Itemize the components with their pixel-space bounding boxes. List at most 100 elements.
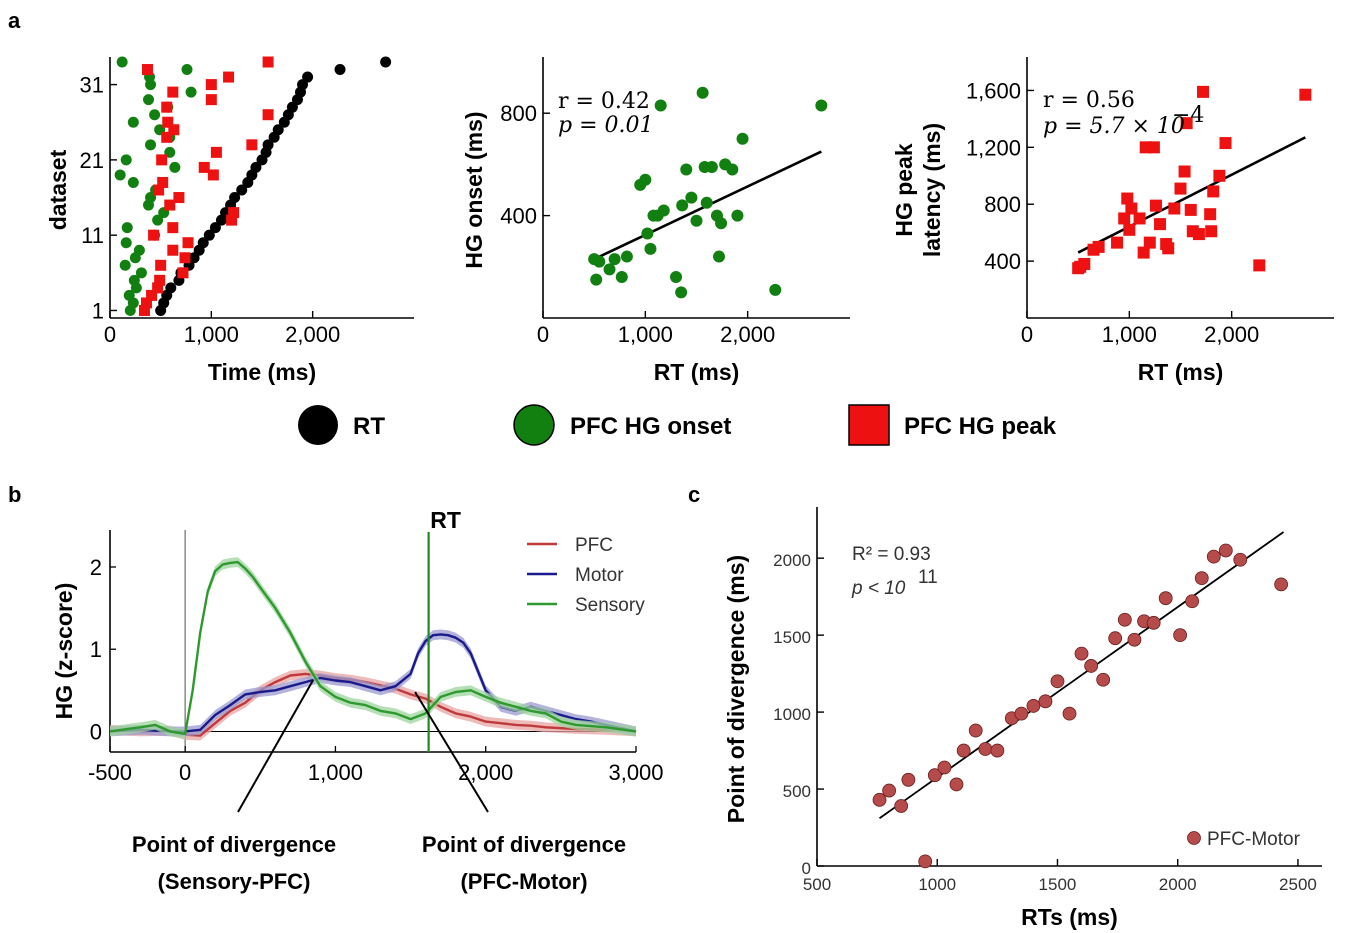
a1-point: [228, 207, 240, 219]
a1-point: [246, 139, 258, 151]
a1-x-tick-label: 0: [104, 322, 116, 347]
a2-point: [676, 199, 689, 212]
a1-point: [210, 146, 222, 158]
a2-x-axis-label: RT (ms): [654, 359, 740, 385]
a1-point: [157, 176, 169, 188]
a2-point: [657, 204, 670, 217]
c-x-tick-label: 2000: [1159, 875, 1197, 894]
a1-point: [161, 131, 173, 143]
a1-point: [162, 116, 174, 128]
c-point: [1185, 594, 1200, 609]
a1-y-tick-label: 21: [80, 148, 104, 173]
c-y-tick-label: 0: [802, 859, 811, 878]
a1-point: [380, 56, 392, 68]
a1-point: [153, 184, 165, 196]
a2-point: [670, 271, 683, 284]
a2-point: [713, 250, 726, 263]
a1-y-tick-label: 31: [80, 73, 104, 98]
a3-point: [1205, 225, 1218, 238]
b-series-band-sensory: [110, 557, 636, 739]
c-point: [1026, 699, 1041, 713]
c-point: [1074, 646, 1089, 661]
a1-point: [143, 94, 155, 106]
c-point: [894, 799, 909, 813]
c-point: [1096, 672, 1111, 687]
a1-x-axis-label: Time (ms): [208, 359, 316, 385]
c-point: [918, 854, 933, 869]
a3-point: [1253, 259, 1266, 272]
a2-point: [685, 191, 698, 204]
a2-point: [639, 173, 652, 186]
a1-point: [164, 199, 176, 211]
a3-point: [1125, 202, 1138, 215]
a2-point: [690, 214, 703, 227]
a1-point: [133, 244, 145, 256]
b-legend-label: Motor: [575, 565, 624, 586]
a2-point: [680, 163, 693, 176]
a3-point: [1192, 228, 1205, 241]
a2-point: [705, 160, 718, 173]
b-annotation-line2: (PFC-Motor): [460, 869, 587, 894]
a3-point: [1149, 199, 1162, 212]
a3-stat-r: r = 0.56: [1043, 88, 1135, 113]
a1-point: [165, 282, 177, 294]
a1-point: [140, 297, 152, 309]
a1-point: [302, 71, 314, 83]
b-rt-label: RT: [430, 507, 461, 533]
a3-point: [1174, 182, 1187, 195]
a3-stat-p-exponent: −4: [1172, 103, 1204, 128]
c-point: [1173, 628, 1188, 643]
a1-point: [123, 289, 135, 301]
c-stat-p-exponent: 11: [918, 567, 938, 588]
legend-peak-marker: [848, 404, 890, 446]
a3-point: [1137, 246, 1150, 259]
c-point: [1206, 549, 1221, 564]
legend-rt-marker: [298, 405, 338, 445]
b-y-tick-label: 1: [90, 637, 102, 662]
a3-y-tick-label: 1,200: [966, 135, 1021, 160]
a1-point: [155, 259, 167, 271]
c-point: [1158, 591, 1173, 606]
c-stat-p: p < 10: [851, 578, 906, 599]
c-x-tick-label: 2500: [1279, 875, 1317, 894]
c-point: [1084, 659, 1099, 673]
a1-point: [209, 222, 221, 234]
c-y-axis-label: Point of divergence (ms): [723, 555, 749, 823]
a2-point: [696, 86, 709, 99]
a1-y-tick-label: 1: [92, 298, 104, 323]
b-annotation-line1: Point of divergence: [132, 832, 336, 857]
chart-a3-peak-vs-rt: 0 1,000 2,000 400 800 1,200 1,600 RT (ms) HG pea…: [891, 57, 1334, 385]
b-annotation-pointer: [237, 679, 314, 813]
a2-y-axis-label: HG onset (ms): [461, 111, 487, 268]
a1-point: [152, 214, 164, 226]
a3-point: [1299, 88, 1312, 101]
a1-point: [127, 116, 139, 128]
a1-point: [128, 274, 140, 286]
a1-point: [205, 79, 217, 91]
a2-point: [715, 217, 728, 230]
a3-point: [1178, 165, 1191, 178]
c-point: [882, 783, 897, 798]
a3-fit-line: [1077, 136, 1306, 254]
a1-point: [272, 124, 284, 136]
a2-stat-p: p = 0.01: [558, 113, 654, 138]
a1-x-tick-label: 1,000: [184, 322, 239, 347]
a3-point: [1180, 117, 1193, 130]
a1-y-axis-label: dataset: [45, 149, 71, 230]
c-point: [956, 743, 971, 758]
c-point: [1233, 552, 1248, 567]
legend-rt-label: RT: [353, 413, 385, 440]
a1-point: [149, 109, 161, 121]
c-point: [1117, 612, 1132, 627]
c-point: [1194, 571, 1209, 586]
legend-onset-marker: [513, 404, 555, 446]
a2-point: [815, 99, 828, 112]
b-x-tick-label: -500: [88, 760, 132, 785]
a2-point: [675, 286, 688, 299]
a1-point: [334, 64, 346, 76]
a1-point: [119, 259, 131, 271]
b-annotation-pointer: [414, 691, 489, 813]
a1-point: [250, 161, 262, 173]
